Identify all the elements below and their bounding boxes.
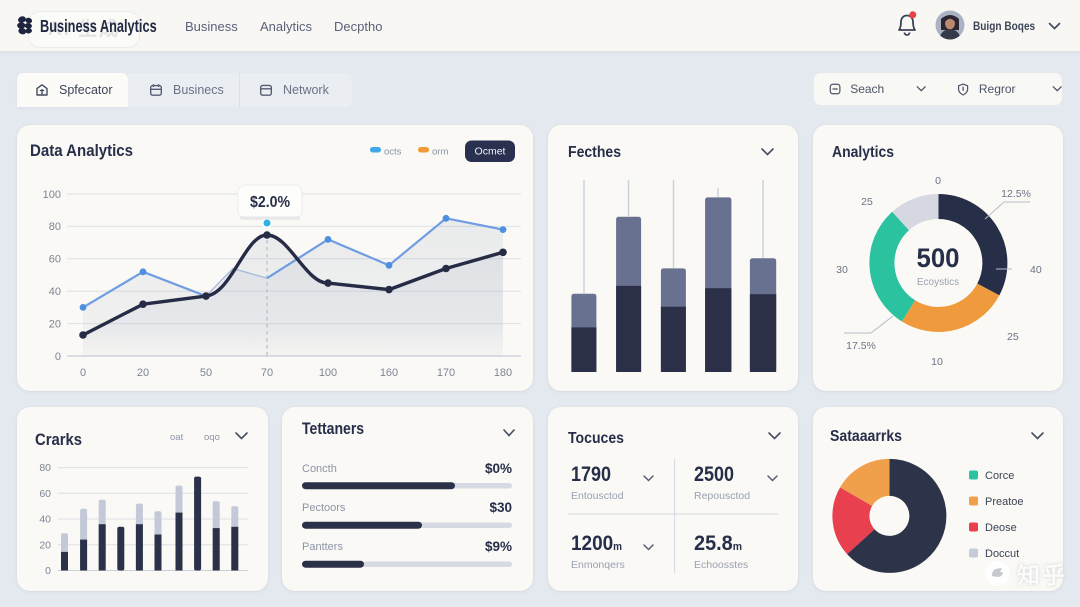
svg-text:17.5%: 17.5% (846, 340, 876, 352)
svg-text:octs: octs (384, 147, 402, 158)
svg-text:Doccut: Doccut (985, 548, 1019, 560)
svg-text:40: 40 (39, 514, 51, 526)
svg-text:1790: 1790 (571, 463, 611, 486)
svg-text:Analytics: Analytics (832, 144, 894, 161)
svg-text:20: 20 (39, 539, 51, 551)
svg-text:25: 25 (861, 196, 873, 208)
svg-text:10: 10 (931, 356, 943, 368)
svg-text:$9%: $9% (485, 539, 512, 554)
svg-text:2500: 2500 (694, 463, 734, 486)
svg-text:Concth: Concth (302, 463, 337, 475)
svg-text:0: 0 (55, 351, 61, 363)
svg-text:80: 80 (49, 221, 61, 233)
svg-text:180: 180 (494, 367, 512, 379)
svg-text:orm: orm (432, 147, 448, 158)
svg-text:Enmonqers: Enmonqers (571, 559, 625, 571)
svg-text:Echoosstes: Echoosstes (694, 559, 748, 571)
svg-text:Fecthes: Fecthes (568, 144, 621, 161)
svg-text:Ecoystics: Ecoystics (917, 277, 959, 288)
svg-text:60: 60 (49, 254, 61, 266)
svg-text:Crarks: Crarks (35, 431, 82, 449)
svg-text:40: 40 (1030, 264, 1042, 276)
svg-text:$2.0%: $2.0% (250, 194, 290, 211)
svg-text:25.8m: 25.8m (694, 532, 742, 555)
svg-text:170: 170 (437, 367, 455, 379)
svg-text:30: 30 (836, 264, 848, 276)
svg-text:160: 160 (380, 367, 398, 379)
svg-text:25: 25 (1007, 331, 1019, 343)
svg-text:Tocuces: Tocuces (568, 430, 624, 447)
svg-text:0: 0 (935, 175, 941, 187)
svg-text:$0%: $0% (485, 461, 512, 476)
svg-text:12.5%: 12.5% (1001, 188, 1031, 200)
svg-text:Corce: Corce (985, 470, 1014, 482)
svg-text:Pectoors: Pectoors (302, 502, 346, 514)
svg-text:oat: oat (170, 432, 184, 443)
svg-text:0: 0 (80, 367, 86, 379)
svg-text:40: 40 (49, 286, 61, 298)
svg-text:50: 50 (200, 367, 212, 379)
svg-text:60: 60 (39, 488, 51, 500)
svg-text:100: 100 (319, 367, 337, 379)
svg-text:500: 500 (917, 243, 960, 273)
svg-text:Ocmet: Ocmet (475, 146, 506, 158)
svg-text:Repousctod: Repousctod (694, 490, 750, 502)
svg-text:Entousctod: Entousctod (571, 490, 624, 502)
svg-text:Sataaarrks: Sataaarrks (830, 428, 902, 445)
svg-text:0: 0 (45, 565, 51, 577)
svg-text:$30: $30 (489, 500, 512, 515)
svg-text:100: 100 (43, 189, 61, 201)
svg-text:70: 70 (261, 367, 273, 379)
svg-text:oqo: oqo (204, 432, 220, 443)
svg-text:Preatoe: Preatoe (985, 496, 1024, 508)
svg-text:Deose: Deose (985, 522, 1017, 534)
svg-text:1200m: 1200m (571, 532, 622, 555)
svg-text:Pantters: Pantters (302, 541, 343, 553)
svg-text:20: 20 (137, 367, 149, 379)
svg-text:20: 20 (49, 319, 61, 331)
svg-text:80: 80 (39, 462, 51, 474)
svg-text:Data Analytics: Data Analytics (30, 141, 133, 160)
